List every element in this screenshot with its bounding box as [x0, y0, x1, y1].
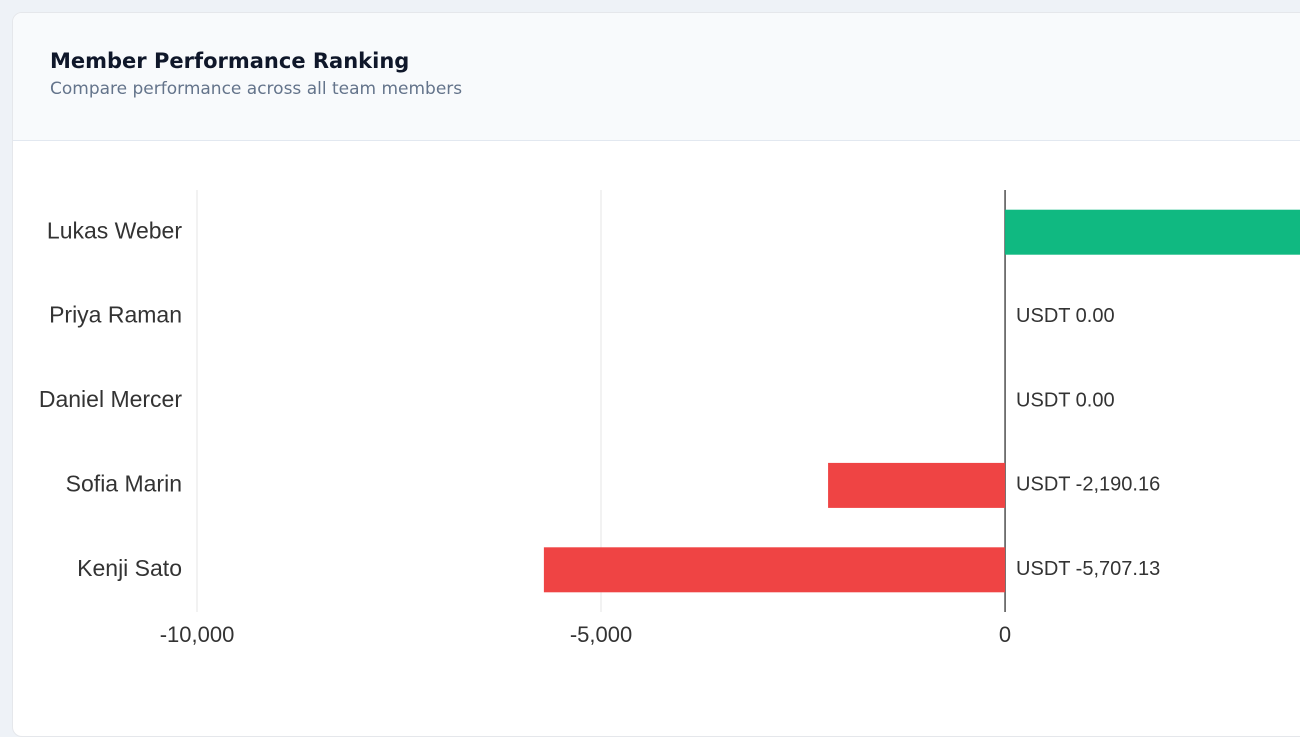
- title: Member Performance Ranking: [50, 49, 410, 73]
- x-tick-label: -10,000: [160, 622, 235, 647]
- x-tick-label: -5,000: [570, 622, 632, 647]
- bar: [828, 462, 1006, 508]
- y-tick-label: Sofia Marin: [66, 470, 182, 496]
- y-tick-label: Daniel Mercer: [39, 386, 182, 412]
- y-tick-label: Lukas Weber: [47, 217, 182, 243]
- value-label: USDT -2,190.16: [1016, 474, 1160, 496]
- bar: [543, 547, 1006, 593]
- bar: [1005, 209, 1300, 255]
- card-header: Member Performance Ranking Compare perfo…: [13, 13, 1300, 141]
- y-tick-label: Priya Raman: [49, 302, 182, 328]
- subtitle: Compare performance across all team memb…: [50, 79, 463, 99]
- value-label: USDT 0.00: [1016, 305, 1115, 327]
- card: Member Performance Ranking Compare perfo…: [12, 12, 1300, 737]
- y-tick-label: Kenji Sato: [77, 555, 182, 581]
- x-tick-label: 0: [999, 622, 1011, 647]
- value-label: USDT -5,707.13: [1016, 558, 1160, 580]
- value-label: USDT 0.00: [1016, 389, 1115, 411]
